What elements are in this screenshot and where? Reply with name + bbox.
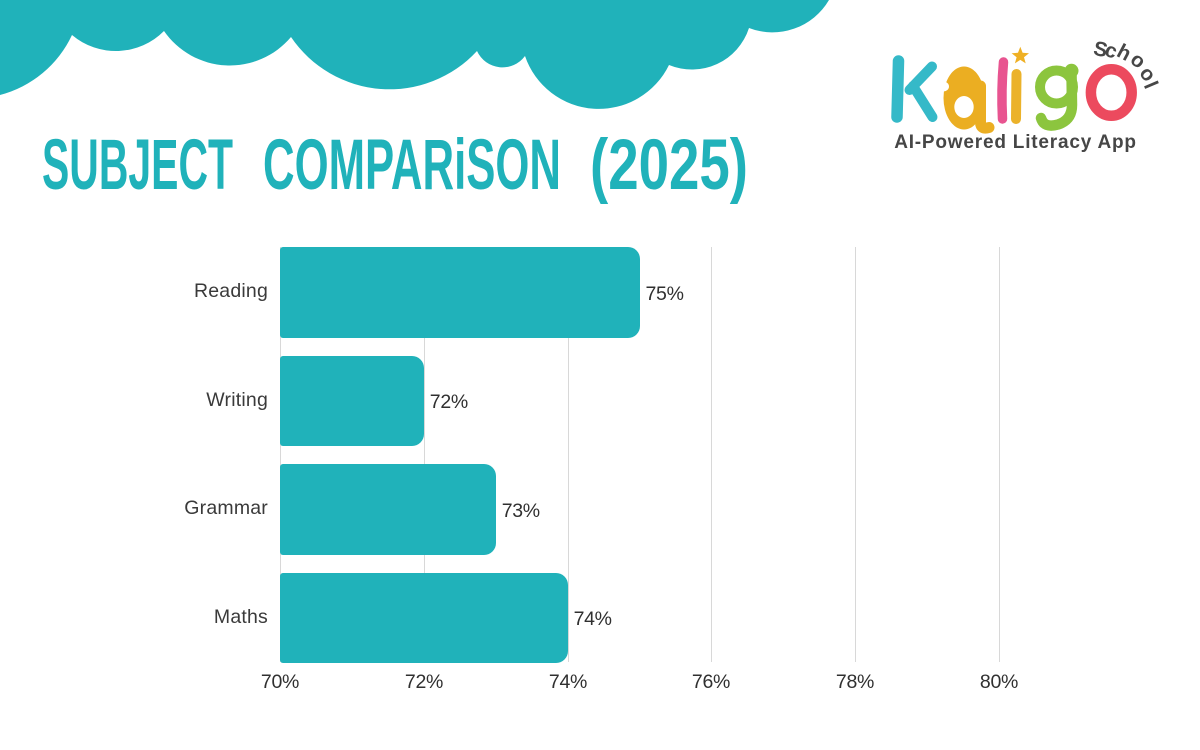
svg-text:(2025): (2025) — [590, 126, 748, 205]
svg-text:SUBJECT: SUBJECT — [42, 126, 233, 205]
svg-text:COMPARiSON: COMPARiSON — [263, 126, 561, 205]
svg-text:S: S — [1091, 37, 1109, 62]
